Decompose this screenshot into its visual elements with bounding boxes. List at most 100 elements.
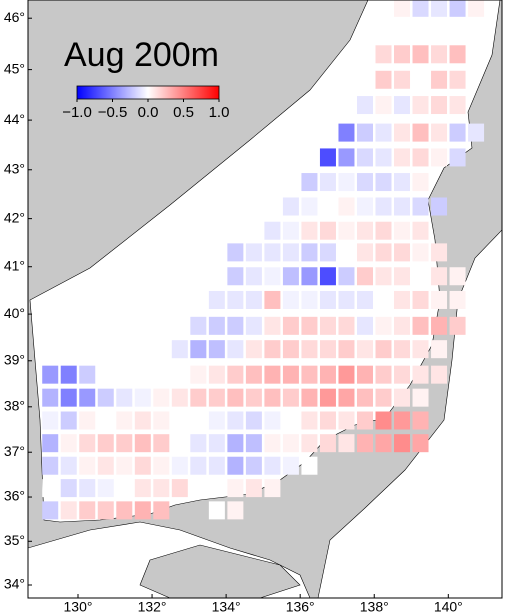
cell [394,388,411,407]
cell [97,479,114,498]
cell [338,267,355,286]
y-tick-label: 37° [4,443,25,459]
cell [227,290,244,309]
y-tick-label: 43° [4,160,25,176]
cell [375,243,392,262]
frame [27,0,503,599]
cell [208,411,225,430]
cell [245,365,262,384]
cell [356,123,373,142]
cell [42,501,59,520]
cell [282,365,299,384]
cell [227,479,244,498]
cell [153,479,170,498]
cell [153,388,170,407]
y-tick-label: 40° [4,305,25,321]
cell [282,388,299,407]
kyushu-shikoku [139,544,301,598]
cell [42,365,59,384]
cell [171,365,188,384]
cell [264,243,281,262]
cell [412,434,429,453]
cell [227,365,244,384]
cell [375,148,392,167]
cell [356,267,373,286]
cell [394,411,411,430]
cell [42,434,59,453]
cell [264,456,281,475]
cell [282,434,299,453]
cell [431,70,448,89]
colorbar-tick-label: 0.5 [173,104,194,121]
x-tick-label: 134° [212,599,241,615]
cell [227,411,244,430]
cell [134,411,151,430]
cell [282,221,299,240]
x-tick-label: 138° [360,599,389,615]
cell [264,316,281,335]
cell [412,148,429,167]
cell [264,340,281,359]
colorbar-tick-label: −1.0 [62,104,92,121]
cell [227,316,244,335]
cell [412,173,429,192]
cell [394,434,411,453]
cell [431,123,448,142]
cell [301,411,318,430]
cell [394,45,411,64]
cell [468,123,485,142]
cell [79,388,96,407]
cell [449,148,466,167]
cell [375,388,392,407]
cell [412,243,429,262]
cell [301,340,318,359]
cell [245,316,262,335]
cell [60,434,77,453]
cell [468,45,485,64]
cell [375,96,392,115]
cell [264,267,281,286]
cell [375,365,392,384]
cell [116,388,133,407]
y-tick-label: 34° [4,576,25,592]
cell [375,221,392,240]
cell [394,316,411,335]
y-tick-label: 42° [4,209,25,225]
cell [356,290,373,309]
cell [190,388,207,407]
cell [60,365,77,384]
cell [431,290,448,309]
cell [375,340,392,359]
cell [449,96,466,115]
cell [356,388,373,407]
cell [412,197,429,216]
y-tick-label: 44° [4,111,25,127]
cell [282,456,299,475]
cell [79,456,96,475]
cell [282,197,299,216]
cell [227,388,244,407]
cell [301,173,318,192]
cell [338,411,355,430]
cell [319,290,336,309]
cell [375,123,392,142]
cell [394,365,411,384]
cell [60,456,77,475]
cell [338,340,355,359]
cell [153,434,170,453]
cell [134,434,151,453]
cell [394,123,411,142]
cell [60,388,77,407]
cell [356,243,373,262]
cell [171,340,188,359]
cell [319,148,336,167]
y-tick-label: 39° [4,351,25,367]
cell [394,197,411,216]
cell [431,96,448,115]
cell [264,221,281,240]
cell [227,501,244,520]
colorbar-ramp [76,85,220,100]
cell [301,197,318,216]
cell [375,267,392,286]
cell [319,197,336,216]
